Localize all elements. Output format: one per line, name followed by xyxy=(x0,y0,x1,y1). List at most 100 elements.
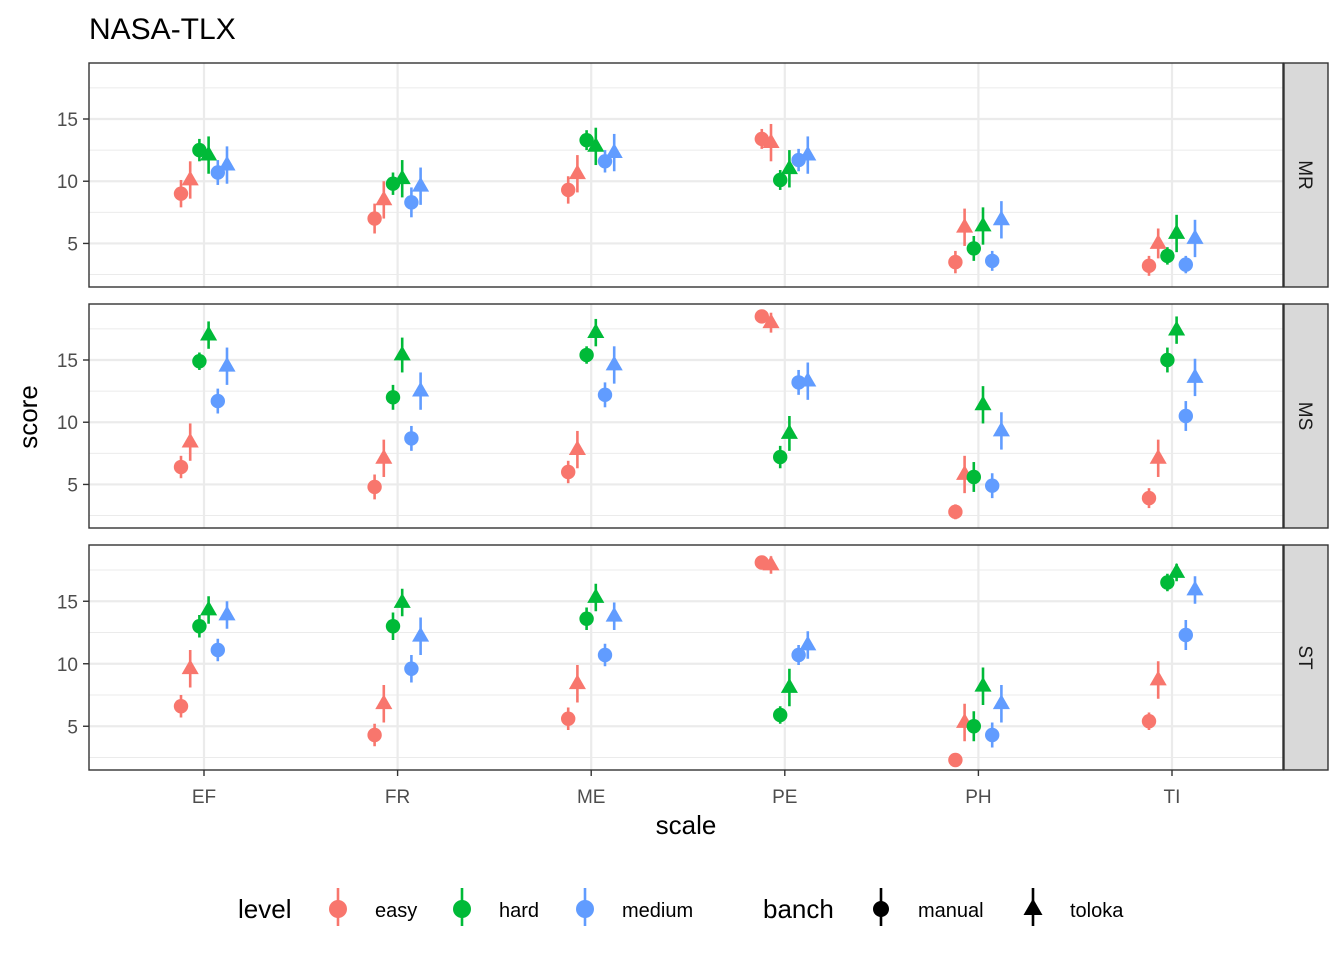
data-point-medium-manual xyxy=(985,478,1000,493)
data-point-hard-toloka xyxy=(1168,224,1186,239)
data-point-easy-toloka xyxy=(568,674,586,690)
data-point-easy-toloka xyxy=(375,190,393,206)
data-point-medium-toloka xyxy=(605,606,623,622)
data-point-easy-manual xyxy=(173,699,189,714)
data-point-medium-manual xyxy=(1178,257,1194,272)
y-axis-label: score xyxy=(13,385,43,449)
facet-panels: 5 10 15 MR 5 10 15 MS 5 10 15 ST xyxy=(57,62,1329,771)
data-point-hard-toloka xyxy=(200,600,218,616)
y-tick-label: 10 xyxy=(57,172,78,193)
data-point-easy-manual xyxy=(367,479,382,495)
panel-border xyxy=(88,62,1284,288)
legend-label-easy: easy xyxy=(375,900,417,922)
data-point-medium-toloka xyxy=(1186,229,1204,244)
legend: level easy hard medium banch manual toloka xyxy=(238,888,1124,926)
data-point-medium-manual xyxy=(1178,408,1194,424)
panel-background xyxy=(89,304,1283,528)
data-point-medium-manual xyxy=(985,253,1000,269)
data-point-easy-manual xyxy=(948,752,963,768)
facet-strip xyxy=(1283,303,1329,529)
x-tick-label: PE xyxy=(772,787,797,808)
data-point-hard-manual xyxy=(1160,575,1175,590)
data-point-hard-toloka xyxy=(974,395,992,411)
data-point-hard-toloka xyxy=(200,145,218,161)
facet-panel-ST: 5 10 15 ST xyxy=(57,544,1329,771)
data-point-medium-manual xyxy=(791,647,806,663)
data-point-easy-toloka xyxy=(1149,448,1167,464)
legend-title-level: level xyxy=(238,894,291,924)
legend-label-toloka: toloka xyxy=(1070,900,1124,922)
data-point-hard-manual xyxy=(579,611,594,626)
data-point-medium-toloka xyxy=(218,605,236,621)
data-point-hard-manual xyxy=(1160,352,1175,368)
facet-strip-label: ST xyxy=(1294,645,1315,670)
data-point-easy-toloka xyxy=(762,313,780,329)
data-point-easy-toloka xyxy=(375,448,393,464)
data-point-hard-toloka xyxy=(393,593,411,608)
data-point-easy-toloka xyxy=(762,133,780,149)
data-point-easy-manual xyxy=(173,186,189,201)
data-point-hard-toloka xyxy=(587,323,605,339)
facet-strip xyxy=(1283,62,1329,288)
data-point-easy-manual xyxy=(948,504,963,520)
data-point-easy-manual xyxy=(367,727,382,743)
data-point-easy-manual xyxy=(173,459,189,475)
data-point-easy-manual xyxy=(1141,714,1157,729)
legend-key-easy xyxy=(329,900,347,918)
data-point-hard-manual xyxy=(773,172,788,188)
panel-background xyxy=(89,545,1283,770)
chart-title: NASA-TLX xyxy=(89,13,236,46)
data-point-medium-toloka xyxy=(992,694,1010,710)
data-point-easy-toloka xyxy=(1149,670,1167,686)
data-point-medium-manual xyxy=(210,393,225,409)
data-point-easy-toloka xyxy=(181,659,199,675)
data-point-easy-manual xyxy=(561,711,576,726)
data-point-medium-toloka xyxy=(605,143,623,158)
data-point-hard-manual xyxy=(1160,248,1175,264)
y-tick-label: 15 xyxy=(57,110,78,131)
facet-strip xyxy=(1283,544,1329,771)
legend-key-toloka xyxy=(1023,898,1043,915)
data-point-medium-manual xyxy=(1178,627,1194,643)
data-point-medium-toloka xyxy=(799,145,817,161)
data-point-easy-toloka xyxy=(181,170,199,186)
data-point-easy-toloka xyxy=(568,164,586,180)
y-tick-label: 5 xyxy=(67,717,78,738)
data-point-easy-toloka xyxy=(375,694,393,710)
y-tick-label: 5 xyxy=(67,475,78,496)
facet-strip-label: MR xyxy=(1294,160,1315,190)
data-point-hard-manual xyxy=(773,449,788,465)
data-point-medium-toloka xyxy=(799,371,817,387)
data-point-hard-manual xyxy=(192,619,207,634)
facet-panel-MS: 5 10 15 MS xyxy=(57,303,1329,529)
facet-panel-MR: 5 10 15 MR xyxy=(57,62,1329,288)
data-point-medium-toloka xyxy=(992,210,1010,226)
data-point-hard-toloka xyxy=(780,159,798,175)
y-tick-label: 15 xyxy=(57,351,78,372)
x-tick-label: FR xyxy=(385,787,410,808)
data-point-easy-manual xyxy=(561,464,576,480)
data-point-hard-toloka xyxy=(393,345,411,361)
data-point-medium-manual xyxy=(597,387,613,403)
legend-key-medium xyxy=(576,900,594,918)
data-point-medium-toloka xyxy=(412,626,430,642)
facet-strip-label: MS xyxy=(1294,402,1315,431)
data-point-easy-toloka xyxy=(1149,233,1167,249)
x-tick-label: ME xyxy=(577,787,606,808)
x-axis-label: scale xyxy=(656,810,717,840)
data-point-hard-manual xyxy=(579,347,594,363)
data-point-hard-manual xyxy=(579,132,594,148)
data-point-medium-toloka xyxy=(992,421,1010,437)
data-point-hard-manual xyxy=(966,241,981,256)
data-point-medium-manual xyxy=(404,431,419,446)
data-point-hard-toloka xyxy=(200,325,218,341)
data-point-hard-toloka xyxy=(974,676,992,692)
data-point-easy-toloka xyxy=(568,440,586,455)
legend-label-manual: manual xyxy=(918,900,984,922)
data-point-easy-manual xyxy=(1141,490,1157,506)
y-tick-label: 15 xyxy=(57,592,78,613)
data-point-medium-toloka xyxy=(412,381,430,397)
y-tick-label: 10 xyxy=(57,655,78,676)
data-point-medium-toloka xyxy=(218,356,236,372)
